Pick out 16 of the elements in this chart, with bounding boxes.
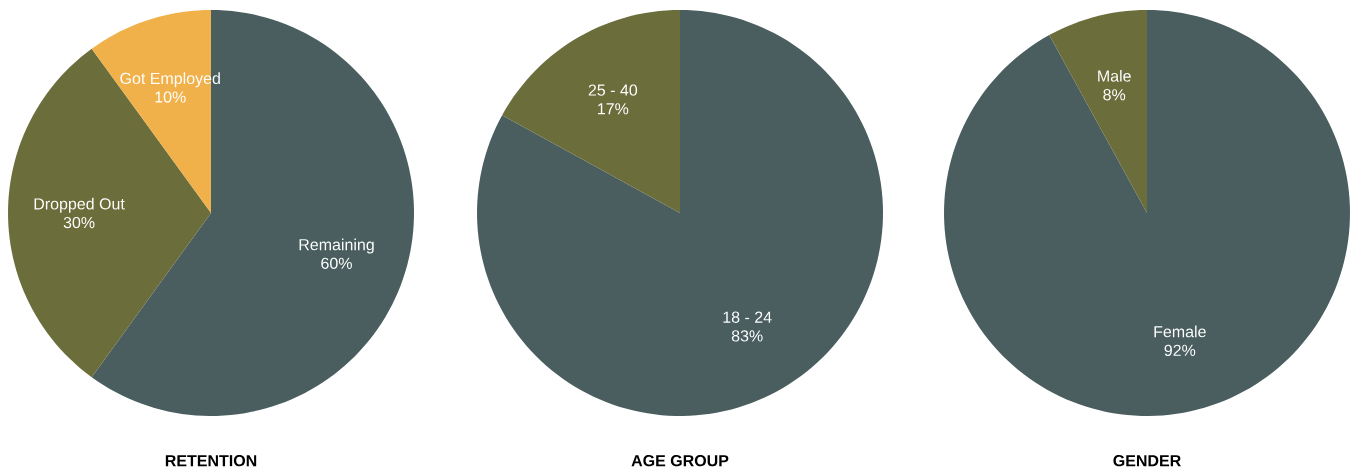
slice-label: Remaining (299, 238, 374, 254)
slice-label: Male (1098, 69, 1131, 82)
data-label: 17% (598, 103, 629, 115)
data-label: 10% (155, 91, 186, 103)
slice-label: Dropped Out (34, 197, 125, 213)
data-label: 60% (321, 257, 352, 269)
data-label: 8% (1103, 89, 1126, 101)
data-label: 92% (1164, 344, 1196, 356)
text: AGE GROUP (631, 454, 729, 467)
text: GENDER (1113, 454, 1181, 467)
slice-label: Female (1154, 325, 1206, 338)
data-label: 30% (63, 216, 95, 229)
data-label: 83% (731, 330, 763, 342)
slice-label: 18 - 24 (723, 311, 772, 323)
slice-label: 25 - 40 (588, 84, 638, 96)
text: RETENTION (165, 454, 257, 467)
